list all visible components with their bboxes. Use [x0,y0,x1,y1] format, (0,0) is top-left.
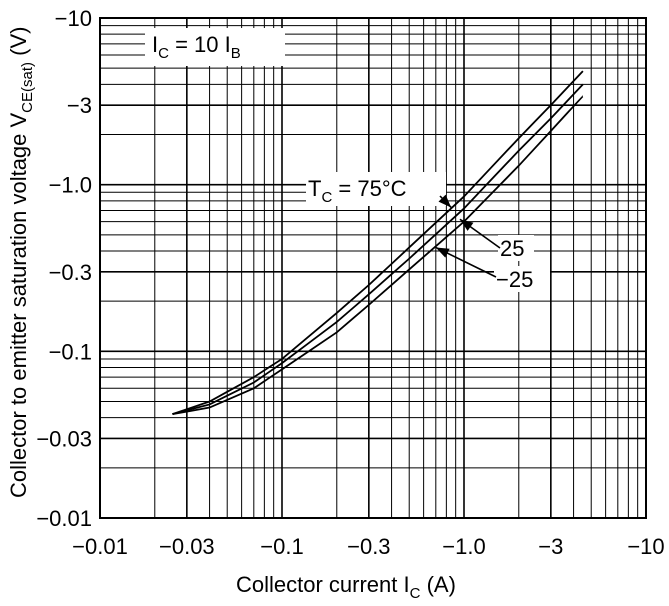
condition-box-bg [145,28,285,66]
series-line--25 [172,95,584,416]
x-tick-labels: −0.01 −0.03 −0.1 −0.3 −1.0 −3 −10 [72,534,665,559]
x-tick-label: −0.3 [347,534,390,559]
x-axis-label: Collector current IC (A) [236,572,456,602]
series-line-25 [172,83,584,415]
label-pointers [435,194,501,278]
series-label-m25: −25 [496,267,533,292]
series-line-75 [172,70,584,415]
y-tick-labels: −10 −3 −1.0 −0.3 −0.1 −0.03 −0.01 [36,6,92,531]
pointer-m25-arrowhead [435,247,450,258]
y-tick-label: −1.0 [49,173,92,198]
series-label-m25-bg [494,266,550,292]
y-tick-label: −3 [67,93,92,118]
pointer-25-arrowhead [459,219,474,231]
series-label-25-bg [498,235,534,261]
series-label-25: 25 [500,236,524,261]
grid [100,18,646,518]
x-tick-label: −3 [538,534,563,559]
x-tick-label: −0.03 [159,534,215,559]
condition-label: IC = 10 IB [152,32,241,62]
curves [172,70,584,416]
x-tick-label: −1.0 [442,534,485,559]
y-axis-label: Collector to emitter saturation voltage … [6,27,36,498]
x-tick-label: −0.1 [260,534,303,559]
y-tick-label: −0.1 [49,339,92,364]
x-tick-label: −0.01 [72,534,128,559]
y-tick-label: −0.3 [49,260,92,285]
y-tick-label: −0.03 [36,426,92,451]
x-tick-label: −10 [627,534,664,559]
pointer-75-arrowhead [438,194,452,208]
series-label-75-bg [306,172,446,206]
y-tick-label: −10 [55,6,92,31]
plot-frame [99,17,647,519]
series-label-75: TC = 75°C [308,176,407,206]
y-tick-label: −0.01 [36,506,92,531]
